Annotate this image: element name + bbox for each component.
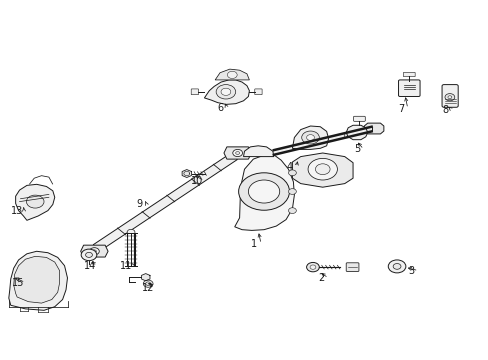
- Circle shape: [392, 264, 400, 269]
- Circle shape: [26, 195, 44, 208]
- Circle shape: [143, 280, 153, 287]
- Circle shape: [306, 135, 314, 140]
- Circle shape: [221, 88, 230, 95]
- Circle shape: [216, 85, 235, 99]
- Text: 5: 5: [353, 144, 359, 154]
- Circle shape: [81, 249, 97, 261]
- Text: 9: 9: [137, 199, 142, 210]
- FancyBboxPatch shape: [254, 89, 262, 95]
- Circle shape: [447, 96, 451, 99]
- Polygon shape: [273, 127, 371, 155]
- Ellipse shape: [368, 127, 373, 131]
- Circle shape: [235, 152, 239, 154]
- Polygon shape: [344, 132, 349, 138]
- Polygon shape: [93, 154, 237, 251]
- Circle shape: [307, 158, 337, 180]
- Circle shape: [309, 265, 315, 269]
- Polygon shape: [346, 125, 367, 140]
- Polygon shape: [293, 144, 299, 150]
- Text: 3: 3: [408, 266, 414, 276]
- Polygon shape: [292, 126, 328, 149]
- Circle shape: [127, 229, 135, 235]
- Text: 12: 12: [141, 283, 154, 293]
- Text: 10: 10: [191, 176, 203, 186]
- Text: 14: 14: [84, 261, 97, 271]
- Circle shape: [306, 262, 319, 272]
- Polygon shape: [364, 123, 383, 134]
- Circle shape: [444, 94, 454, 101]
- Text: 13: 13: [11, 206, 23, 216]
- Polygon shape: [204, 80, 249, 104]
- Polygon shape: [81, 245, 108, 257]
- Circle shape: [85, 252, 92, 257]
- Polygon shape: [243, 146, 273, 157]
- FancyBboxPatch shape: [191, 89, 198, 95]
- Circle shape: [288, 189, 296, 194]
- Polygon shape: [182, 170, 191, 177]
- Circle shape: [92, 250, 96, 253]
- Circle shape: [387, 260, 405, 273]
- Polygon shape: [224, 147, 251, 159]
- Circle shape: [232, 149, 242, 157]
- FancyBboxPatch shape: [398, 80, 419, 96]
- Circle shape: [288, 170, 296, 176]
- Text: 6: 6: [217, 103, 223, 113]
- Text: 15: 15: [12, 278, 25, 288]
- Polygon shape: [16, 184, 55, 220]
- Circle shape: [315, 164, 329, 175]
- FancyBboxPatch shape: [346, 263, 358, 271]
- FancyBboxPatch shape: [441, 85, 457, 107]
- Text: 7: 7: [397, 104, 403, 114]
- Polygon shape: [234, 155, 294, 230]
- Text: 1: 1: [251, 239, 257, 249]
- Circle shape: [301, 131, 319, 144]
- Polygon shape: [215, 69, 249, 80]
- Text: 8: 8: [441, 105, 447, 115]
- Polygon shape: [9, 251, 67, 310]
- Circle shape: [227, 71, 237, 78]
- Text: 11: 11: [120, 261, 132, 271]
- Polygon shape: [141, 274, 150, 281]
- Circle shape: [288, 208, 296, 213]
- Circle shape: [248, 180, 279, 203]
- Polygon shape: [292, 153, 352, 187]
- FancyBboxPatch shape: [403, 72, 414, 77]
- Text: 4: 4: [286, 162, 292, 172]
- Circle shape: [89, 248, 99, 255]
- FancyBboxPatch shape: [353, 116, 365, 121]
- Text: 2: 2: [318, 273, 324, 283]
- Polygon shape: [14, 256, 60, 303]
- Polygon shape: [317, 138, 323, 144]
- Circle shape: [238, 173, 289, 210]
